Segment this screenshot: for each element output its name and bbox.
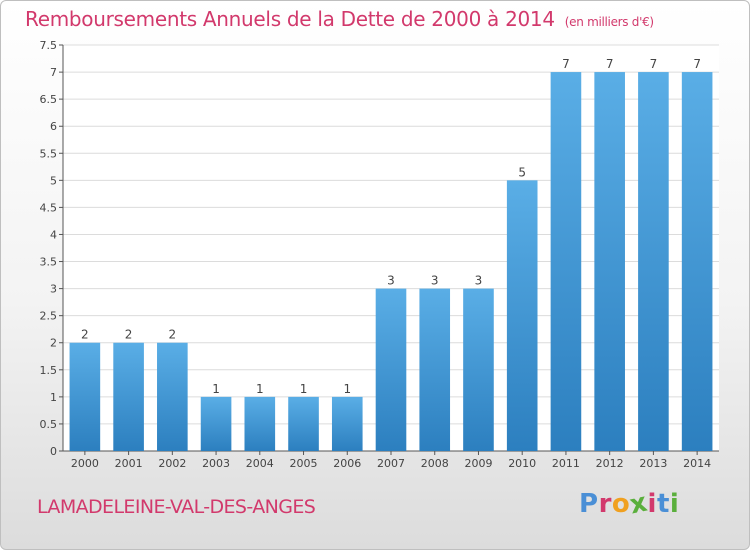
bar-2011	[550, 72, 582, 452]
bar-2006	[331, 396, 363, 451]
y-tick-label: 3.5	[40, 256, 58, 269]
data-label: 3	[387, 274, 395, 288]
x-tick-label: 2010	[508, 457, 536, 470]
data-label: 7	[606, 57, 614, 71]
y-tick-label: 4.5	[40, 201, 58, 214]
bar-2008	[419, 288, 451, 451]
bar-2012	[594, 72, 625, 452]
data-label: 7	[693, 57, 701, 71]
x-tick-label: 2001	[115, 457, 143, 470]
bar-2004	[244, 396, 276, 451]
y-tick-label: 2	[50, 337, 57, 350]
data-label: 1	[212, 382, 220, 396]
x-tick-label: 2007	[377, 457, 405, 470]
x-tick-label: 2012	[596, 457, 624, 470]
x-tick-label: 2013	[639, 457, 667, 470]
data-label: 5	[518, 165, 526, 179]
x-tick-label: 2005	[290, 457, 318, 470]
x-tick-label: 2002	[158, 457, 186, 470]
y-tick-label: 5	[50, 174, 57, 187]
chart-unit: (en milliers d'€)	[564, 15, 654, 29]
data-label: 2	[169, 328, 177, 342]
logo-letter: t	[656, 489, 670, 519]
y-tick-label: 0	[50, 445, 57, 458]
logo-letter: i	[647, 489, 657, 519]
x-tick-label: 2011	[552, 457, 580, 470]
bar-2005	[288, 396, 319, 451]
bar-2002	[157, 342, 188, 451]
x-tick-label: 2003	[202, 457, 230, 470]
y-tick-label: 5.5	[40, 147, 58, 160]
y-tick-label: 1	[50, 391, 57, 404]
bar-2013	[638, 72, 669, 452]
x-tick-label: 2004	[246, 457, 274, 470]
bar-2014	[681, 72, 713, 452]
proxiti-logo[interactable]: Proxiti	[579, 488, 680, 521]
data-label: 2	[125, 328, 133, 342]
bar-2003	[200, 396, 232, 451]
x-tick-label: 2014	[683, 457, 711, 470]
y-tick-label: 2.5	[40, 310, 58, 323]
chart-title-text: Remboursements Annuels de la Dette de 20…	[25, 7, 555, 31]
data-label: 1	[343, 382, 351, 396]
logo-letter: i	[669, 489, 680, 519]
data-label: 7	[650, 57, 658, 71]
y-tick-label: 1.5	[40, 364, 58, 377]
commune-name: LAMADELEINE-VAL-DES-ANGES	[37, 496, 316, 518]
y-tick-label: 7	[50, 66, 57, 79]
y-tick-label: 3	[50, 283, 57, 296]
bar-2000	[69, 342, 101, 451]
y-tick-label: 0.5	[40, 418, 58, 431]
chart-title: Remboursements Annuels de la Dette de 20…	[25, 7, 654, 31]
data-label: 3	[475, 274, 483, 288]
data-label: 7	[562, 57, 570, 71]
bar-2009	[463, 288, 494, 451]
x-tick-label: 2006	[333, 457, 361, 470]
logo-letter: r	[598, 489, 612, 519]
bar-2010	[506, 180, 538, 452]
x-tick-label: 2000	[71, 457, 99, 470]
x-tick-label: 2008	[421, 457, 449, 470]
data-label: 2	[81, 328, 89, 342]
logo-letter: o	[611, 489, 631, 519]
data-labels: 2 2 2 1 1 1 1 3 3 3 5 7 7 7 7	[81, 57, 701, 396]
bars	[69, 72, 713, 452]
y-tick-label: 6.5	[40, 93, 58, 106]
y-tick-label: 4	[50, 228, 57, 241]
x-tick-label: 2009	[464, 457, 492, 470]
bar-2001	[113, 342, 144, 451]
y-tick-label: 7.5	[40, 39, 58, 52]
bar-2007	[375, 288, 407, 451]
data-label: 3	[431, 274, 439, 288]
y-tick-label: 6	[50, 120, 57, 133]
data-label: 1	[256, 382, 264, 396]
data-label: 1	[300, 382, 308, 396]
logo-letter: P	[579, 489, 599, 519]
